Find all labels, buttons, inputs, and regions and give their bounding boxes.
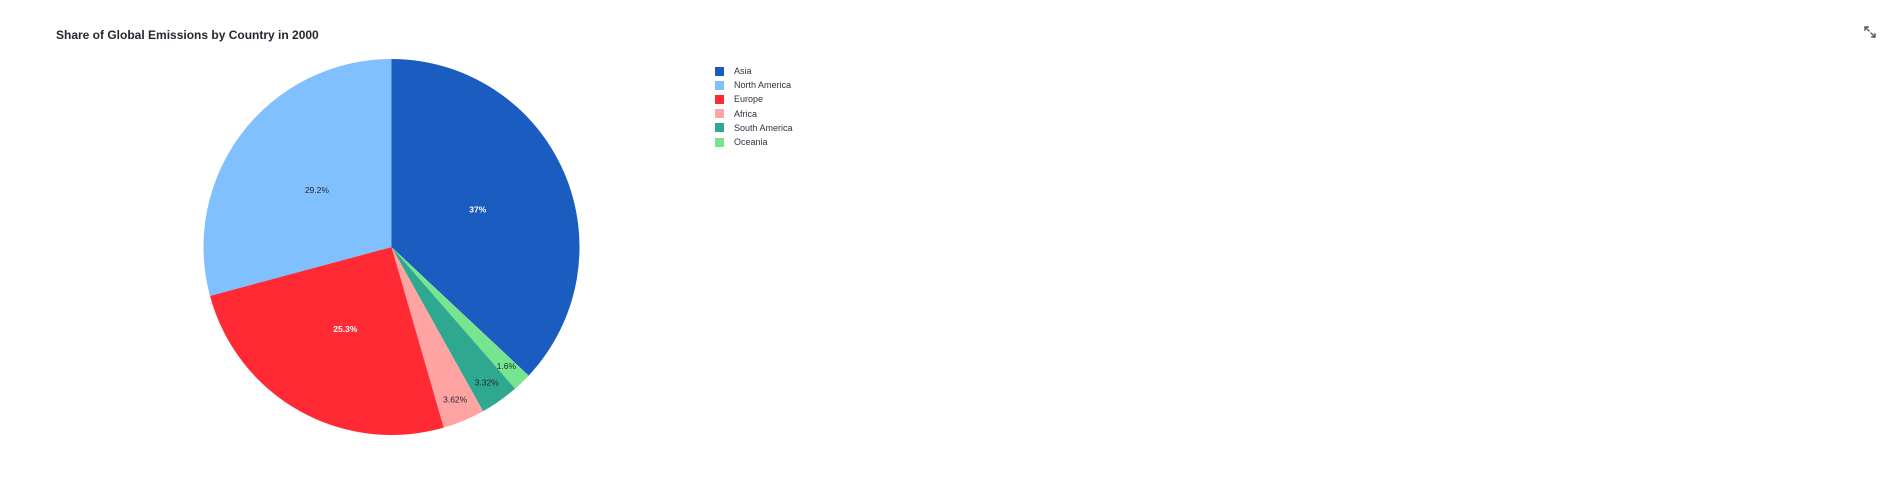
legend-label: Africa xyxy=(734,108,758,119)
legend-item-africa[interactable]: Africa xyxy=(715,107,793,121)
legend-swatch xyxy=(715,80,724,90)
legend-label: Europe xyxy=(734,94,764,105)
slice-label-north-america: 29.2% xyxy=(305,185,330,195)
legend-label: South America xyxy=(734,122,793,133)
legend-item-asia[interactable]: Asia xyxy=(715,64,793,78)
slice-label-asia: 37% xyxy=(469,205,486,215)
chart-title: Share of Global Emissions by Country in … xyxy=(56,28,319,42)
pie-slice-asia[interactable] xyxy=(391,59,580,376)
pie-slice-north-america[interactable] xyxy=(203,59,392,296)
fullscreen-button[interactable] xyxy=(1862,24,1878,40)
slice-label-africa: 3.62% xyxy=(443,395,468,405)
legend-swatch xyxy=(715,109,724,119)
legend-swatch xyxy=(715,123,724,133)
legend-label: Asia xyxy=(734,66,752,77)
expand-icon xyxy=(1864,26,1876,38)
legend-item-europe[interactable]: Europe xyxy=(715,92,793,106)
legend-swatch xyxy=(715,94,724,104)
slice-label-europe: 25.3% xyxy=(333,324,358,334)
legend-label: Oceania xyxy=(734,137,768,148)
legend-label: North America xyxy=(734,80,792,91)
legend-item-north-america[interactable]: North America xyxy=(715,78,793,92)
pie-slice-south-america[interactable] xyxy=(391,247,516,412)
pie-slice-europe[interactable] xyxy=(209,247,444,436)
slice-label-south-america: 3.32% xyxy=(475,377,500,387)
legend: Asia North America Europe Africa South Ameri… xyxy=(715,64,793,149)
legend-swatch xyxy=(715,137,724,147)
legend-swatch xyxy=(715,66,724,76)
legend-item-oceania[interactable]: Oceania xyxy=(715,135,793,149)
pie-slice-africa[interactable] xyxy=(391,247,484,428)
pie-slice-oceania[interactable] xyxy=(391,247,529,389)
legend-item-south-america[interactable]: South America xyxy=(715,121,793,135)
slice-label-oceania: 1.6% xyxy=(497,361,517,371)
